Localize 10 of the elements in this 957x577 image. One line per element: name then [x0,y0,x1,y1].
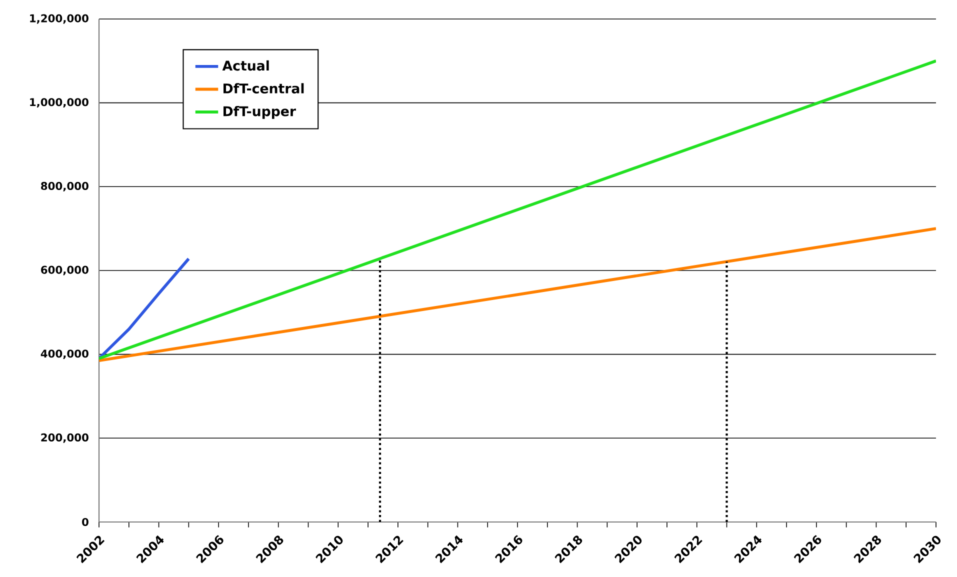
y-tick-label: 1,200,000 [30,14,88,24]
legend-label: Actual [222,60,269,71]
y-tick-label: 0 [82,518,88,526]
legend-label: DfT-central [224,83,304,94]
y-tick-label: 1,000,000 [30,98,88,108]
y-tick-label: 200,000 [41,433,88,443]
y-tick-label: 400,000 [40,350,88,360]
y-tick-label: 800,000 [41,182,88,192]
legend-label: DfT-upper [224,106,296,119]
y-tick-label: 600,000 [41,266,88,276]
